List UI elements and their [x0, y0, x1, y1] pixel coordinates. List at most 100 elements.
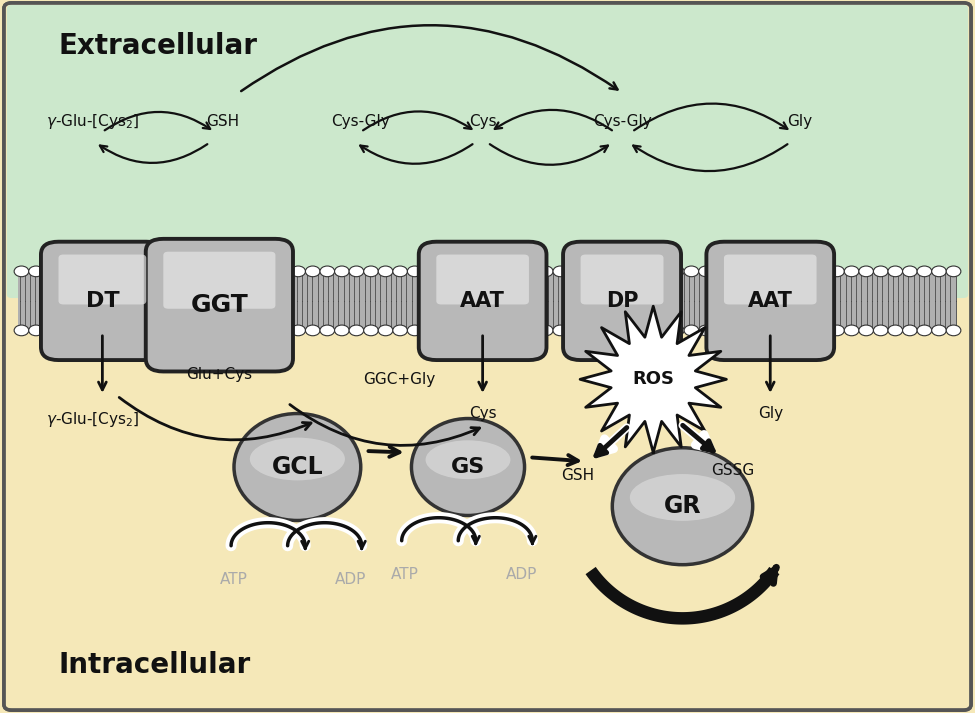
FancyBboxPatch shape — [146, 239, 292, 371]
Text: $\gamma$-Glu-[Cys$_2$]: $\gamma$-Glu-[Cys$_2$] — [46, 410, 139, 429]
FancyBboxPatch shape — [437, 255, 528, 304]
Circle shape — [888, 266, 903, 277]
Text: $\gamma$-Glu-[Cys$_2$]: $\gamma$-Glu-[Cys$_2$] — [46, 112, 139, 130]
FancyArrowPatch shape — [119, 397, 311, 440]
Circle shape — [204, 266, 218, 277]
Circle shape — [626, 325, 641, 336]
Text: Cys-Gly: Cys-Gly — [593, 113, 651, 129]
Circle shape — [567, 325, 582, 336]
Circle shape — [670, 325, 684, 336]
Text: GSSG: GSSG — [712, 463, 755, 478]
Text: AAT: AAT — [748, 291, 793, 311]
Circle shape — [28, 266, 43, 277]
Circle shape — [582, 325, 597, 336]
Circle shape — [101, 266, 116, 277]
Circle shape — [699, 325, 714, 336]
Circle shape — [43, 325, 58, 336]
Circle shape — [218, 325, 233, 336]
Circle shape — [58, 266, 72, 277]
Circle shape — [480, 266, 494, 277]
Text: Extracellular: Extracellular — [58, 32, 257, 60]
Text: ATP: ATP — [220, 572, 248, 587]
FancyBboxPatch shape — [419, 242, 546, 360]
Circle shape — [116, 325, 131, 336]
Circle shape — [713, 266, 727, 277]
Circle shape — [932, 325, 947, 336]
Circle shape — [466, 266, 481, 277]
Circle shape — [218, 266, 233, 277]
Text: GS: GS — [450, 457, 486, 477]
Circle shape — [641, 266, 655, 277]
Circle shape — [276, 266, 291, 277]
Circle shape — [349, 325, 364, 336]
Circle shape — [611, 325, 626, 336]
Circle shape — [713, 325, 727, 336]
Ellipse shape — [612, 448, 753, 565]
Circle shape — [844, 266, 859, 277]
Circle shape — [305, 266, 320, 277]
Circle shape — [567, 266, 582, 277]
Circle shape — [509, 325, 524, 336]
Circle shape — [946, 325, 960, 336]
Circle shape — [248, 266, 261, 277]
Text: Intracellular: Intracellular — [58, 651, 251, 679]
Circle shape — [757, 325, 771, 336]
FancyBboxPatch shape — [706, 242, 835, 360]
Circle shape — [334, 325, 349, 336]
Circle shape — [378, 266, 393, 277]
Circle shape — [116, 266, 131, 277]
Circle shape — [859, 266, 874, 277]
Circle shape — [189, 325, 204, 336]
Circle shape — [684, 266, 699, 277]
Circle shape — [291, 325, 305, 336]
Circle shape — [334, 266, 349, 277]
Text: Cys-Gly: Cys-Gly — [332, 113, 390, 129]
Circle shape — [859, 325, 874, 336]
Text: ATP: ATP — [391, 567, 418, 582]
Circle shape — [175, 325, 189, 336]
Circle shape — [408, 266, 422, 277]
Circle shape — [14, 266, 29, 277]
Circle shape — [597, 266, 611, 277]
Circle shape — [494, 266, 509, 277]
Ellipse shape — [234, 414, 361, 520]
Circle shape — [830, 266, 844, 277]
Circle shape — [437, 266, 451, 277]
Text: GCL: GCL — [272, 455, 323, 479]
Circle shape — [903, 325, 917, 336]
Ellipse shape — [630, 474, 735, 521]
Circle shape — [291, 266, 305, 277]
Circle shape — [422, 325, 437, 336]
Circle shape — [451, 266, 466, 277]
Circle shape — [233, 325, 248, 336]
Circle shape — [655, 325, 670, 336]
Circle shape — [248, 325, 261, 336]
Circle shape — [611, 266, 626, 277]
Circle shape — [189, 266, 204, 277]
Circle shape — [145, 266, 160, 277]
Circle shape — [364, 266, 378, 277]
Circle shape — [305, 325, 320, 336]
Circle shape — [175, 266, 189, 277]
Text: Cys: Cys — [469, 406, 496, 421]
FancyArrowPatch shape — [489, 144, 608, 165]
Text: DP: DP — [605, 291, 639, 311]
Circle shape — [408, 325, 422, 336]
Text: GSH: GSH — [206, 113, 239, 129]
Polygon shape — [580, 306, 726, 453]
FancyBboxPatch shape — [564, 242, 681, 360]
Circle shape — [131, 325, 145, 336]
Ellipse shape — [411, 419, 525, 515]
Text: Glu+Cys: Glu+Cys — [186, 366, 253, 382]
Circle shape — [494, 325, 509, 336]
Circle shape — [261, 325, 276, 336]
Circle shape — [815, 325, 830, 336]
Circle shape — [684, 325, 699, 336]
Text: GR: GR — [664, 494, 701, 518]
Circle shape — [538, 325, 553, 336]
Circle shape — [233, 266, 248, 277]
Circle shape — [378, 325, 393, 336]
Circle shape — [771, 325, 786, 336]
Circle shape — [946, 266, 960, 277]
Circle shape — [509, 266, 524, 277]
